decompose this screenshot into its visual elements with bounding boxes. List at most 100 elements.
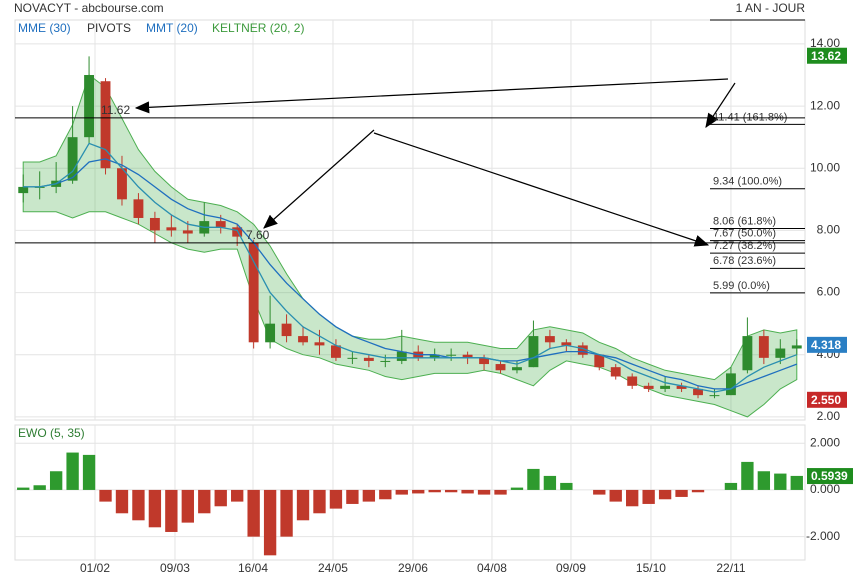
candle-body: [380, 360, 391, 362]
ewo-bar: [181, 489, 194, 523]
candle-body: [281, 323, 292, 337]
ewo-bar: [790, 475, 803, 490]
pivot-label: 6.78 (23.6%): [713, 255, 776, 267]
candle-body: [298, 336, 308, 343]
ewo-bar: [329, 489, 343, 509]
pivot-label: 7.27 (38.2%): [713, 240, 776, 252]
candle-body: [758, 336, 769, 358]
candle-body: [791, 345, 802, 349]
ewo-bar: [724, 482, 738, 490]
candle-body: [512, 367, 522, 371]
candle-body: [265, 323, 276, 343]
ewo-bar: [642, 489, 655, 504]
ewo-bar: [132, 489, 145, 521]
legend-entry[interactable]: KELTNER (20, 2): [212, 21, 304, 35]
ewo-bar: [560, 482, 573, 490]
ewo-bar: [477, 489, 491, 495]
candle-body: [660, 385, 671, 389]
candle-body: [347, 357, 358, 359]
x-tick-label: 16/04: [238, 561, 268, 575]
legend-entry[interactable]: MMT (20): [146, 21, 198, 35]
candle-body: [726, 373, 736, 396]
y-tick-label: 2.00: [817, 409, 841, 423]
ewo-bar: [461, 489, 474, 494]
ewo-bar: [33, 485, 46, 490]
candle-body: [693, 388, 703, 396]
candle-body: [528, 336, 539, 368]
x-tick-label: 22/11: [716, 561, 745, 575]
pivot-label: 8.06 (61.8%): [713, 215, 776, 227]
price-label: 13.62: [811, 49, 841, 63]
ewo-bar: [214, 489, 227, 507]
candle-body: [149, 217, 160, 231]
candle-body: [709, 395, 720, 397]
candle-body: [610, 367, 621, 377]
x-tick-label: 15/10: [636, 561, 666, 575]
candle-body: [594, 354, 605, 368]
price-label-box: [807, 391, 847, 408]
moving-average: [23, 158, 798, 390]
ewo-bar: [626, 489, 639, 507]
arrow: [263, 129, 375, 229]
ewo-bar: [494, 489, 507, 495]
candle-body: [166, 227, 177, 231]
candle-body: [363, 357, 374, 361]
candle-body: [248, 242, 259, 343]
ewo-bar: [757, 471, 771, 490]
mark-layer: [17, 56, 803, 556]
candle-body: [676, 385, 687, 389]
candle-body: [396, 351, 407, 361]
ewo-bar: [527, 468, 540, 490]
legend-entry[interactable]: PIVOTS: [87, 21, 131, 35]
ewo-bar: [691, 489, 705, 493]
x-tick-label: 24/05: [318, 561, 348, 575]
candle-body: [117, 168, 127, 200]
ewo-bar: [412, 489, 425, 494]
ewo-bar: [675, 489, 688, 497]
ewo-bar: [313, 489, 326, 514]
ewo-bar: [444, 489, 458, 493]
candle-body: [215, 221, 226, 228]
price-label-box: [807, 336, 847, 353]
candle-body: [84, 75, 94, 138]
ewo-bar: [428, 489, 441, 493]
y-tick-label: 2.000: [810, 435, 840, 449]
x-tick-label: 29/06: [398, 561, 428, 575]
arrow: [134, 78, 729, 114]
candle-body: [446, 354, 457, 356]
ewo-legend[interactable]: EWO (5, 35): [18, 426, 85, 440]
candle-body: [643, 385, 654, 389]
annotation-label: 7.60: [246, 228, 270, 242]
grid-layer: 14.0012.0010.008.006.004.002.002.0000.00…: [15, 20, 840, 575]
ewo-bar: [82, 454, 96, 490]
candle-body: [775, 348, 786, 358]
ewo-bar: [17, 487, 30, 490]
candle-body: [429, 354, 440, 358]
ewo-bar: [741, 461, 754, 490]
candle-body: [133, 199, 144, 218]
ewo-bar: [362, 489, 376, 502]
candle-body: [627, 376, 638, 386]
y-tick-label: 12.00: [810, 98, 840, 112]
ewo-bar: [395, 489, 408, 495]
x-tick-label: 01/02: [80, 561, 110, 575]
ewo-bar: [148, 489, 162, 528]
y-tick-label: 8.00: [817, 223, 841, 237]
candle-body: [495, 364, 506, 371]
ewo-bar: [231, 489, 244, 502]
annotation-label: 11.62: [101, 103, 130, 117]
ewo-bar: [296, 489, 310, 521]
arrow: [373, 132, 710, 247]
y-tick-label: 0.000: [810, 482, 840, 496]
y-tick-label: 14.00: [810, 36, 840, 50]
candle-body: [232, 227, 243, 237]
ewo-bar: [543, 475, 557, 490]
y-tick-label: 6.00: [817, 285, 841, 299]
candle-body: [331, 345, 341, 358]
pivot-label: 11.41 (161.8%): [713, 111, 787, 123]
legend-entry[interactable]: MME (30): [18, 21, 71, 35]
pivot-label: 7.67 (50.0%): [713, 228, 776, 240]
ewo-bar: [658, 489, 672, 500]
candle-body: [544, 336, 555, 343]
x-tick-label: 04/08: [477, 561, 507, 575]
